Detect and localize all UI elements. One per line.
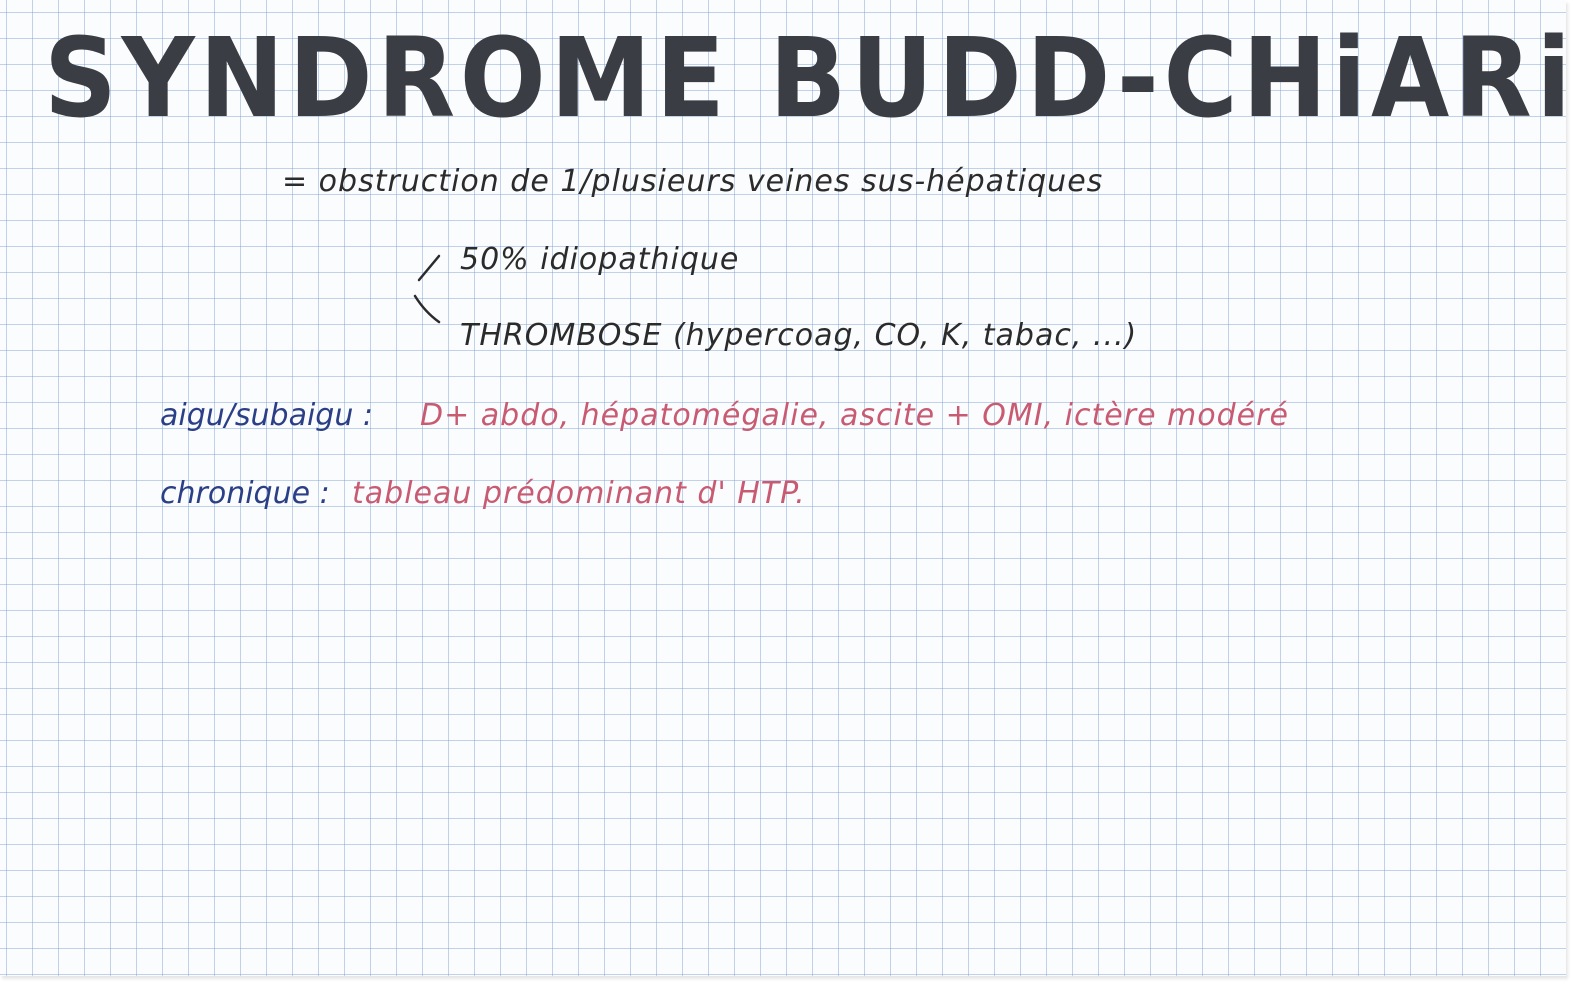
cause-idiopathic: 50% idiopathique (460, 242, 740, 277)
definition-line: = obstruction de 1/plusieurs veines sus-… (282, 164, 1104, 199)
brace-icon (413, 254, 441, 324)
cause-thrombosis: THROMBOSE (hypercoag, CO, K, tabac, ...) (460, 318, 1138, 353)
chronic-label: chronique : (160, 476, 330, 511)
acute-label: aigu/subaigu : (160, 398, 373, 433)
chronic-symptoms: tableau prédominant d' HTP. (352, 476, 806, 511)
page-title: SYNDROME BUDD-CHiARi (44, 14, 1574, 142)
acute-symptoms: D+ abdo, hépatomégalie, ascite + OMI, ic… (420, 398, 1289, 433)
